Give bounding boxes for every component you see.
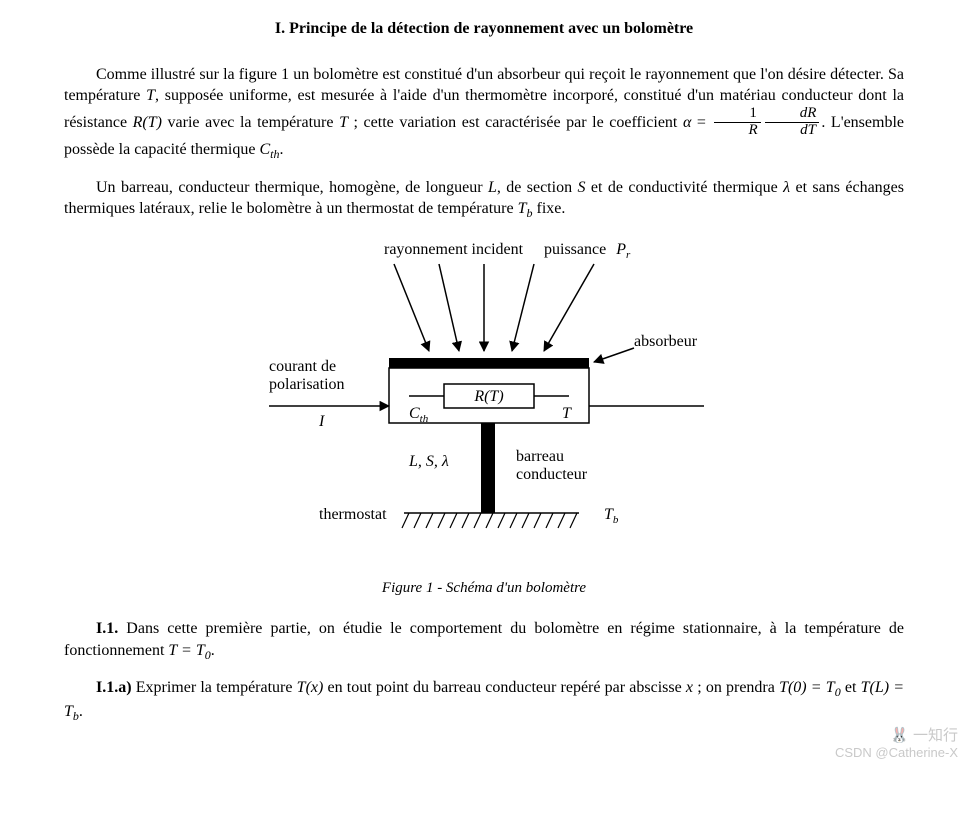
- numerator: 1: [714, 106, 761, 123]
- label-courant: courant de: [269, 358, 336, 375]
- hatching: [402, 513, 577, 528]
- text: Un barreau, conducteur thermique, homogè…: [96, 179, 488, 196]
- text: T(0) = T: [779, 679, 835, 696]
- conducting-bar: [481, 423, 495, 513]
- eq-T0: T(0) = T0: [779, 679, 841, 696]
- var-L: L: [488, 179, 497, 196]
- figure-caption: Figure 1 - Schéma d'un bolomètre: [64, 578, 904, 598]
- absorber-bar: [389, 358, 589, 368]
- label-RT: R(T): [473, 388, 503, 405]
- paragraph-1: Comme illustré sur la figure 1 un bolomè…: [64, 64, 904, 163]
- label-rayonnement: rayonnement incident: [384, 241, 524, 258]
- label-puissance: puissance Pr: [544, 241, 631, 261]
- label-T: T: [562, 405, 572, 422]
- text: T: [518, 200, 527, 217]
- label-Cth: Cth: [409, 405, 429, 425]
- question-I1a: I.1.a) Exprimer la température T(x) en t…: [64, 677, 904, 724]
- var-Tb: Tb: [518, 200, 533, 217]
- page: I. Principe de la détection de rayonneme…: [0, 0, 968, 768]
- watermark: 🐰 一知行 CSDN @Catherine-X: [835, 726, 958, 762]
- var-T: T: [146, 87, 155, 104]
- section-title: I. Principe de la détection de rayonneme…: [64, 18, 904, 40]
- var-RT: R(T): [133, 114, 162, 131]
- label-thermostat: thermostat: [319, 506, 387, 523]
- fraction-2: dRdT: [765, 106, 820, 139]
- text: ; cette variation est caractérisée par l…: [348, 114, 683, 131]
- denominator: dT: [765, 123, 820, 139]
- text: en tout point du barreau conducteur repé…: [323, 679, 629, 696]
- label-polarisation: polarisation: [269, 376, 345, 393]
- denominator: R: [714, 123, 761, 139]
- label-LSlambda: L, S, λ: [408, 453, 449, 470]
- question-label: I.1.: [96, 620, 118, 637]
- text: C: [259, 141, 270, 158]
- var-Tx: T(x): [297, 679, 324, 696]
- text: varie avec la température: [162, 114, 339, 131]
- label-I: I: [318, 413, 325, 430]
- text: et de conductivité thermique: [585, 179, 783, 196]
- question-label: I.1.a): [96, 679, 132, 696]
- watermark-line-2: CSDN @Catherine-X: [835, 745, 958, 762]
- text: T = T: [168, 642, 204, 659]
- var-T: T: [339, 114, 348, 131]
- label-barreau: barreau: [516, 448, 564, 465]
- eq: T = T0: [168, 642, 210, 659]
- label-conducteur: conducteur: [516, 466, 588, 483]
- text: abscisse: [629, 679, 686, 696]
- question-I1: I.1. Dans cette première partie, on étud…: [64, 618, 904, 663]
- text: , de section: [497, 179, 578, 196]
- period: .: [211, 642, 215, 659]
- label-Tb: Tb: [604, 506, 619, 526]
- bolometer-diagram: rayonnement incident puissance Pr absorb…: [234, 236, 734, 566]
- figure-1: rayonnement incident puissance Pr absorb…: [64, 236, 904, 599]
- text: Exprimer la température: [132, 679, 297, 696]
- label-absorbeur: absorbeur: [634, 333, 698, 350]
- var-Cth: Cth: [259, 141, 279, 158]
- var-x: x: [686, 679, 693, 696]
- equals: =: [691, 114, 711, 131]
- paragraph-2: Un barreau, conducteur thermique, homogè…: [64, 177, 904, 222]
- text: fixe.: [533, 200, 566, 217]
- fraction-1: 1R: [714, 106, 761, 139]
- period: .: [79, 703, 83, 720]
- text: et: [841, 679, 861, 696]
- period: .: [279, 141, 283, 158]
- text: ; on prendra: [693, 679, 779, 696]
- numerator: dR: [765, 106, 820, 123]
- watermark-line-1: 🐰 一知行: [835, 726, 958, 746]
